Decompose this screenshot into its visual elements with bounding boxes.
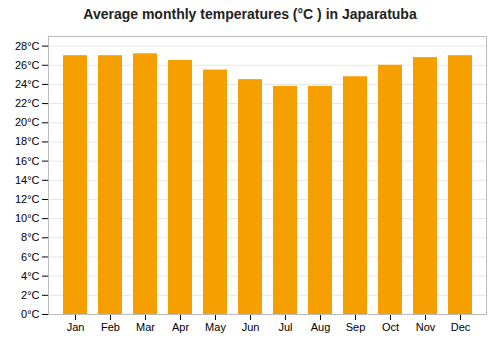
- svg-text:26°C: 26°C: [15, 59, 40, 71]
- svg-text:24°C: 24°C: [15, 78, 40, 90]
- svg-text:Aug: Aug: [311, 321, 331, 333]
- svg-text:Jul: Jul: [278, 321, 292, 333]
- svg-text:Sep: Sep: [346, 321, 366, 333]
- svg-text:0°C: 0°C: [21, 308, 40, 320]
- svg-text:Jun: Jun: [242, 321, 260, 333]
- svg-text:12°C: 12°C: [15, 193, 40, 205]
- svg-text:16°C: 16°C: [15, 155, 40, 167]
- svg-text:Jan: Jan: [67, 321, 85, 333]
- html-text:Average monthly temperatures (: Average monthly temperatures (°C ) in Ja…: [83, 6, 417, 22]
- svg-text:18°C: 18°C: [15, 135, 40, 147]
- svg-text:Nov: Nov: [416, 321, 436, 333]
- svg-text:Mar: Mar: [136, 321, 155, 333]
- svg-text:28°C: 28°C: [15, 40, 40, 52]
- svg-text:6°C: 6°C: [21, 251, 40, 263]
- svg-text:Feb: Feb: [101, 321, 120, 333]
- svg-text:20°C: 20°C: [15, 116, 40, 128]
- svg-text:8°C: 8°C: [21, 231, 40, 243]
- svg-text:22°C: 22°C: [15, 97, 40, 109]
- svg-text:Oct: Oct: [382, 321, 399, 333]
- svg-text:4°C: 4°C: [21, 270, 40, 282]
- svg-text:May: May: [205, 321, 226, 333]
- svg-text:Apr: Apr: [172, 321, 189, 333]
- svg-text:2°C: 2°C: [21, 289, 40, 301]
- svg-text:14°C: 14°C: [15, 174, 40, 186]
- svg-text:10°C: 10°C: [15, 212, 40, 224]
- svg-text:Dec: Dec: [451, 321, 471, 333]
